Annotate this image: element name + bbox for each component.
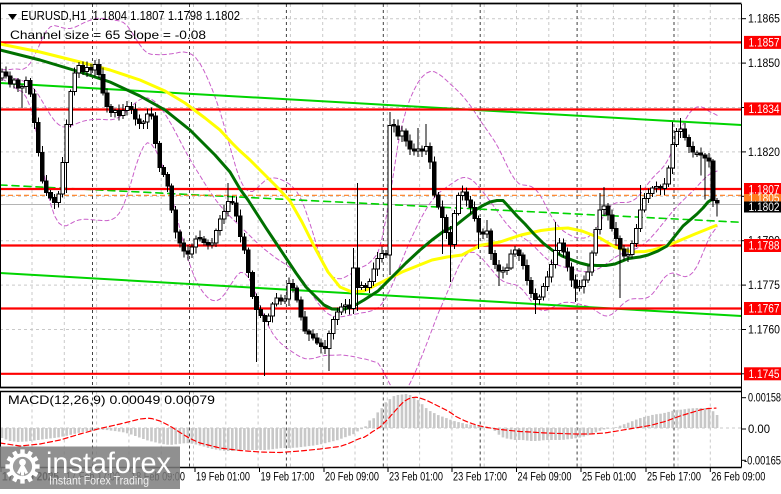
svg-text:1.1820: 1.1820 xyxy=(748,147,780,159)
svg-text:1.1760: 1.1760 xyxy=(748,325,780,337)
svg-text:1.1865: 1.1865 xyxy=(748,14,780,26)
svg-text:1.1802: 1.1802 xyxy=(749,202,780,214)
svg-text:EURUSD,H1 1.1804 1.1807 1.179: EURUSD,H1 1.1804 1.1807 1.1798 1.1802 xyxy=(21,9,240,23)
svg-text:19 Feb 17:00: 19 Feb 17:00 xyxy=(261,472,315,484)
svg-text:1.1834: 1.1834 xyxy=(749,104,781,116)
svg-text:1.1807: 1.1807 xyxy=(749,185,780,197)
svg-text:MACD(12,26,9) 0.00049 0.00079: MACD(12,26,9) 0.00049 0.00079 xyxy=(8,393,215,407)
svg-text:1.1745: 1.1745 xyxy=(749,369,780,381)
svg-text:25 Feb 17:00: 25 Feb 17:00 xyxy=(647,472,701,484)
svg-text:0.00: 0.00 xyxy=(748,424,770,436)
svg-text:24 Feb 09:00: 24 Feb 09:00 xyxy=(518,472,572,484)
svg-text:25 Feb 01:00: 25 Feb 01:00 xyxy=(582,472,636,484)
svg-text:0.00158: 0.00158 xyxy=(748,393,781,405)
svg-text:23 Feb 17:00: 23 Feb 17:00 xyxy=(453,472,507,484)
svg-text:Instant Forex Trading: Instant Forex Trading xyxy=(49,474,149,488)
svg-text:1.1850: 1.1850 xyxy=(748,58,780,70)
svg-text:23 Feb 01:00: 23 Feb 01:00 xyxy=(389,472,443,484)
svg-text:1.1857: 1.1857 xyxy=(749,37,780,49)
svg-text:instaforex: instaforex xyxy=(46,447,171,480)
svg-text:1.1767: 1.1767 xyxy=(749,304,780,316)
svg-text:Channel size = 65 Slope = -0.0: Channel size = 65 Slope = -0.08 xyxy=(10,28,206,42)
svg-text:26 Feb 09:00: 26 Feb 09:00 xyxy=(711,472,765,484)
svg-text:1.1775: 1.1775 xyxy=(748,280,780,292)
svg-text:-0.00165: -0.00165 xyxy=(744,455,781,467)
svg-text:20 Feb 09:00: 20 Feb 09:00 xyxy=(325,472,379,484)
svg-text:19 Feb 01:00: 19 Feb 01:00 xyxy=(196,472,250,484)
svg-text:1.1788: 1.1788 xyxy=(749,241,780,253)
